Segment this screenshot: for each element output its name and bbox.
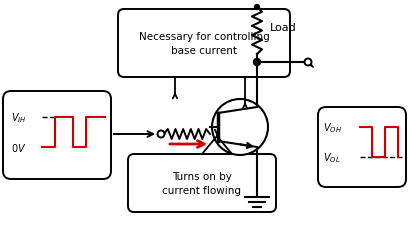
Circle shape <box>157 131 164 138</box>
Circle shape <box>211 100 267 155</box>
Text: Necessary for controlling
base current: Necessary for controlling base current <box>138 32 269 56</box>
FancyBboxPatch shape <box>128 154 275 212</box>
Circle shape <box>254 5 259 11</box>
Circle shape <box>253 59 260 66</box>
Text: $0V$: $0V$ <box>11 141 26 153</box>
Text: $V_{OH}$: $V_{OH}$ <box>322 121 341 134</box>
Text: Load: Load <box>270 23 296 33</box>
FancyBboxPatch shape <box>3 92 111 179</box>
FancyBboxPatch shape <box>317 108 405 187</box>
Circle shape <box>304 59 311 66</box>
Text: $V_{OL}$: $V_{OL}$ <box>322 150 339 164</box>
FancyBboxPatch shape <box>118 10 289 78</box>
Text: $V_{IH}$: $V_{IH}$ <box>11 111 27 124</box>
Text: Turns on by
current flowing: Turns on by current flowing <box>162 171 241 195</box>
